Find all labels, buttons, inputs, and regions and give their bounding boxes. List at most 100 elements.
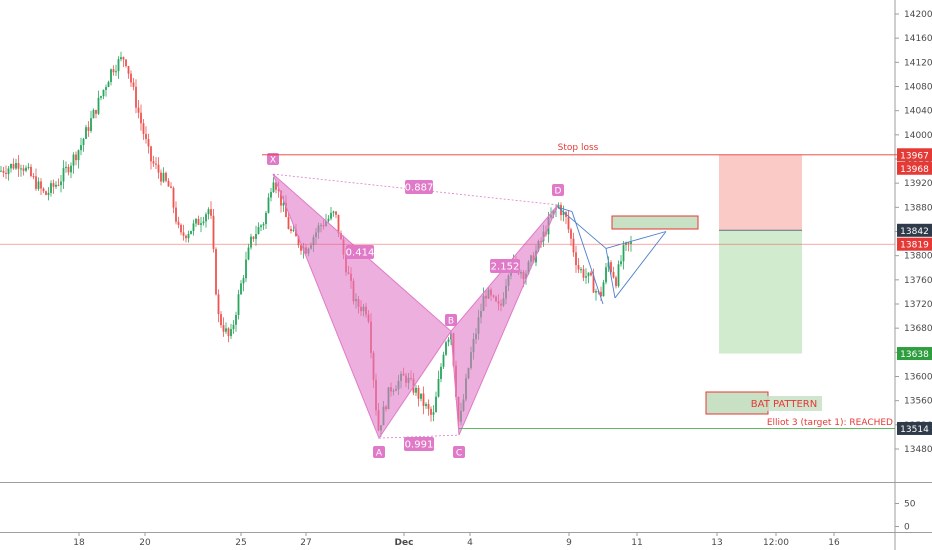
candle-body xyxy=(252,236,255,239)
candle-body xyxy=(332,211,335,213)
candle-body xyxy=(335,211,337,215)
candle-body xyxy=(265,212,267,225)
time-axis[interactable]: 18 20 25 27 Dec 4 9 11 13 12:00 16 xyxy=(73,532,840,548)
price-badge xyxy=(897,223,932,237)
pattern-point-c: C xyxy=(456,449,462,459)
price-tick-label: 13800 xyxy=(904,252,932,262)
candle-body xyxy=(205,214,207,222)
candle-body xyxy=(282,202,285,206)
candle-body xyxy=(277,189,280,191)
volume-axis: 50 0 xyxy=(895,500,916,533)
price-tick-label: 13680 xyxy=(904,324,932,334)
candle-body xyxy=(97,97,100,114)
time-tick-label: 9 xyxy=(566,538,572,548)
pattern-point-box xyxy=(373,446,385,458)
candle-body xyxy=(132,82,135,87)
candle-body xyxy=(115,71,117,73)
candle-body xyxy=(292,229,295,231)
pattern-point-box xyxy=(445,314,457,326)
candle-body xyxy=(107,82,110,88)
candle-body xyxy=(32,176,35,178)
stop-zone[interactable] xyxy=(719,154,802,231)
candle-body xyxy=(90,118,92,131)
candle-body xyxy=(52,183,55,187)
pattern-point-box xyxy=(552,184,564,196)
candle-body xyxy=(210,209,212,216)
candle-body xyxy=(182,232,185,236)
candle-body xyxy=(207,209,210,215)
candle-body xyxy=(300,245,302,251)
candle-body xyxy=(257,226,260,235)
candle-body xyxy=(607,262,610,268)
profit-zone[interactable] xyxy=(719,230,802,354)
candle-body xyxy=(237,294,240,316)
horizontal-lines[interactable] xyxy=(0,154,932,429)
candle-body xyxy=(337,214,340,234)
candle-body xyxy=(47,192,50,195)
candle-body xyxy=(45,191,47,195)
candle-body xyxy=(287,217,290,229)
pattern-point-box xyxy=(267,153,279,165)
price-tick-label: 14080 xyxy=(904,83,932,93)
candle-body xyxy=(442,354,445,367)
candle-body xyxy=(620,261,622,265)
candle-body xyxy=(70,165,72,173)
candle-body xyxy=(125,59,127,67)
bat-pattern-label: BAT PATTERN xyxy=(751,399,817,410)
candle-body xyxy=(55,184,57,187)
price-tick-label: 14200 xyxy=(904,10,932,20)
price-badge xyxy=(897,161,932,175)
candle-body xyxy=(77,150,80,161)
price-badge-label: 13638 xyxy=(900,350,929,360)
candle-body xyxy=(422,393,425,406)
candle-body xyxy=(157,164,160,173)
volume-tick-label: 50 xyxy=(904,500,916,510)
candle-body xyxy=(75,154,77,161)
candle-body xyxy=(330,212,332,219)
price-badge-label: 13967 xyxy=(900,151,929,161)
candle-body xyxy=(212,215,215,249)
time-tick-label: 18 xyxy=(73,538,85,548)
candle-body xyxy=(82,138,85,146)
time-tick-label: 25 xyxy=(235,538,246,548)
position-tool[interactable] xyxy=(719,154,802,354)
pattern-point-a: A xyxy=(376,449,383,459)
candle-body xyxy=(445,342,447,355)
candle-body xyxy=(570,229,572,239)
candle-body xyxy=(20,168,22,170)
candle-body xyxy=(427,404,430,409)
candle-body xyxy=(5,172,7,174)
price-tick-label: 14000 xyxy=(904,131,932,141)
candle-body xyxy=(60,181,62,186)
candle-body xyxy=(92,109,95,119)
candle-body xyxy=(587,272,590,277)
price-tick-label: 14160 xyxy=(904,34,932,44)
candle-body xyxy=(142,123,145,134)
ratio-box xyxy=(404,437,434,451)
candle-body xyxy=(267,197,270,213)
candle-body xyxy=(122,57,125,60)
candle-body xyxy=(202,221,205,224)
candle-body xyxy=(217,294,220,315)
candle-body xyxy=(285,202,287,218)
bat-pattern-drawing[interactable]: X A B C D 0.887 0.414 0.991 2.152 xyxy=(267,153,667,459)
candle-body xyxy=(595,291,597,293)
candle-body xyxy=(10,164,12,169)
candle-body xyxy=(17,163,20,169)
price-badge xyxy=(897,421,932,435)
candle-body xyxy=(577,265,580,270)
candle-body xyxy=(602,282,605,297)
candle-body xyxy=(152,161,155,164)
price-badge-label: 13514 xyxy=(900,425,929,435)
volume-tick-label: 0 xyxy=(904,523,910,533)
price-badge xyxy=(897,347,932,361)
candle-body xyxy=(262,224,265,226)
candle-body xyxy=(37,181,40,189)
candle-body xyxy=(95,109,97,114)
candle-body xyxy=(585,276,587,278)
price-tick-label: 13560 xyxy=(904,397,932,407)
candle-body xyxy=(155,163,157,165)
candle-body xyxy=(247,247,250,260)
abcd-projection-line xyxy=(614,231,667,299)
